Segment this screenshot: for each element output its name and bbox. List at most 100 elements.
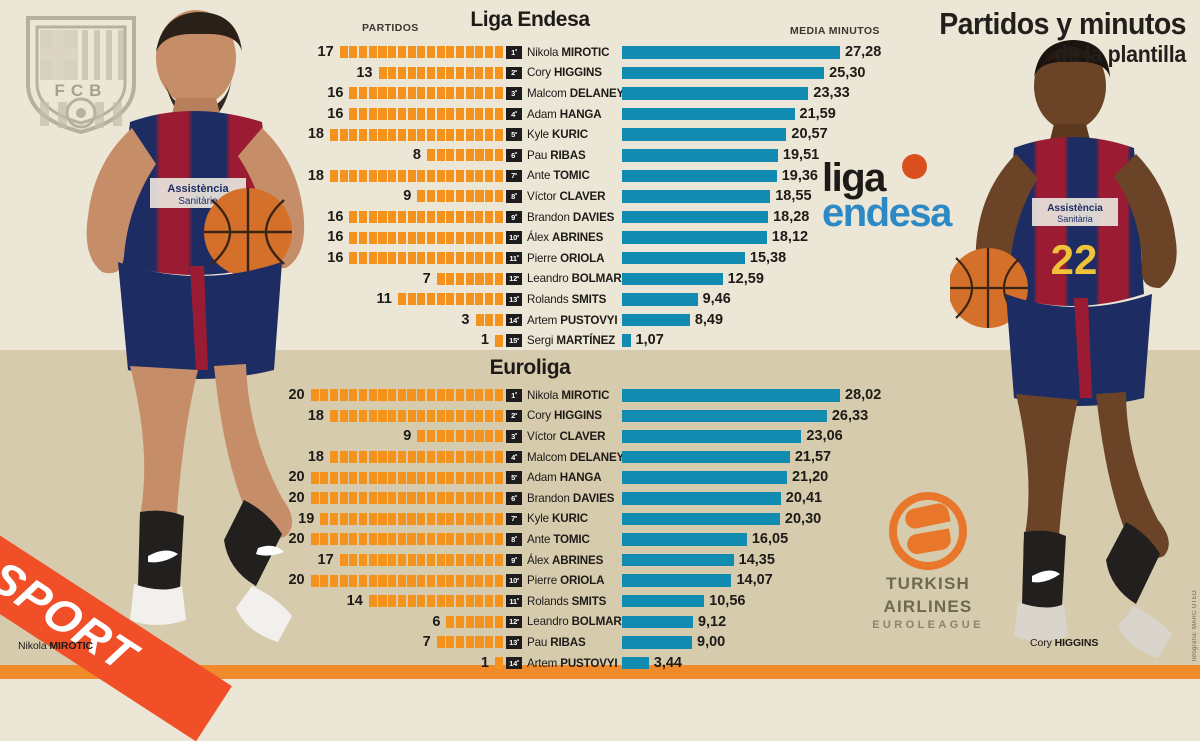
- player-first-name: Adam: [527, 107, 560, 121]
- games-bar-segment: [475, 87, 484, 100]
- games-bar-segment: [465, 636, 474, 649]
- games-bar-segment: [465, 512, 474, 525]
- page-title: Partidos y minutos de la plantilla: [856, 8, 1186, 66]
- games-bar-segment: [436, 492, 445, 505]
- player-first-name: Cory: [527, 409, 554, 423]
- games-bar-segment: [494, 334, 503, 347]
- games-bar-segment: [465, 595, 474, 608]
- games-bar-segment: [455, 595, 465, 608]
- games-bar-segment: [485, 409, 494, 422]
- games-bar-segment: [485, 190, 494, 203]
- games-bar-segment: [349, 554, 358, 567]
- games-bar-segment: [485, 149, 494, 162]
- table-row: 14 11 º Rolands SMITS 10,56: [0, 591, 1200, 612]
- games-bar-segment: [455, 409, 465, 422]
- games-count-value: 7: [422, 634, 431, 651]
- games-bar-segment: [446, 389, 455, 402]
- games-count-value: 13: [356, 64, 373, 81]
- games-bar-segment: [426, 492, 435, 505]
- games-bar-segment: [494, 595, 503, 608]
- games-bar: [330, 409, 503, 422]
- games-bar-segment: [484, 533, 494, 546]
- basketball-icon: [902, 154, 927, 179]
- minutes-bar: [622, 128, 787, 141]
- table-row: 18 4 º Malcom DELANEY 21,57: [0, 447, 1200, 468]
- games-bar-segment: [417, 169, 426, 182]
- games-bar-segment: [446, 595, 455, 608]
- games-bar-segment: [388, 554, 397, 567]
- games-bar-segment: [417, 451, 426, 464]
- games-bar-segment: [485, 615, 494, 628]
- games-bar-segment: [378, 128, 387, 141]
- games-bar: [349, 252, 503, 265]
- turkish-airlines-euroleague-logo: TURKISH AIRLINES EUROLEAGUE: [848, 492, 1008, 631]
- games-bar-segment: [475, 66, 484, 79]
- games-bar-segment: [368, 128, 377, 141]
- minutes-value: 21,20: [791, 469, 829, 486]
- games-bar-segment: [485, 66, 494, 79]
- games-count-value: 16: [327, 208, 344, 225]
- games-bar-segment: [475, 636, 484, 649]
- minutes-value: 16,05: [751, 531, 789, 548]
- games-bar-segment: [494, 409, 503, 422]
- player-first-name: Álex: [527, 231, 553, 245]
- liga-endesa-logo: liga endesa: [822, 154, 992, 255]
- games-bar-segment: [475, 211, 484, 224]
- games-bar-segment: [329, 512, 339, 525]
- games-bar-segment: [349, 211, 358, 224]
- games-bar-segment: [407, 451, 416, 464]
- games-bar: [330, 451, 503, 464]
- games-bar-segment: [407, 128, 416, 141]
- minutes-value: 21,57: [794, 448, 832, 465]
- minutes-value: 25,30: [829, 64, 866, 81]
- player-name: Nikola MIROTIC: [527, 46, 609, 59]
- games-bar-segment: [494, 190, 503, 203]
- games-bar-segment: [397, 512, 406, 525]
- turkish-airlines-line-1: TURKISH: [886, 574, 970, 593]
- minutes-bar: [622, 190, 771, 203]
- games-bar-segment: [320, 533, 329, 546]
- games-bar-segment: [436, 87, 445, 100]
- games-bar-segment: [407, 533, 416, 546]
- table-row: 20 10 º Pierre ORIOLA 14,07: [0, 570, 1200, 591]
- games-bar-segment: [465, 574, 474, 587]
- player-last-name: ABRINES: [552, 553, 604, 567]
- games-bar-segment: [494, 657, 503, 670]
- minutes-value: 20,30: [784, 510, 822, 527]
- games-bar-segment: [368, 492, 377, 505]
- minutes-bar: [622, 430, 802, 443]
- games-bar-segment: [436, 46, 445, 59]
- minutes-value: 8,49: [694, 311, 724, 328]
- chart-rows-liga-endesa: 17 1 º Nikola MIROTIC 27,28 13 2 º Cory HIGGINS 2…: [0, 42, 1200, 351]
- games-bar-segment: [417, 128, 426, 141]
- player-first-name: Malcom: [527, 86, 570, 100]
- minutes-bar: [622, 636, 693, 649]
- player-first-name: Artem: [527, 313, 561, 327]
- chart-liga-endesa: Liga Endesa 17 1 º Nikola MIROTIC 27,28 13 2 º C…: [0, 0, 1200, 350]
- rank-badge: 11 º: [506, 251, 522, 265]
- player-last-name: KURIC: [552, 128, 588, 142]
- minutes-value: 9,00: [697, 634, 726, 651]
- player-first-name: Pau: [527, 635, 551, 649]
- games-bar-segment: [494, 451, 503, 464]
- games-bar-segment: [388, 409, 397, 422]
- minutes-value: 18,12: [771, 229, 809, 246]
- player-name: Rolands SMITS: [527, 595, 606, 608]
- games-count-value: 3: [461, 311, 470, 328]
- games-bar-segment: [397, 293, 406, 306]
- games-bar-segment: [436, 293, 445, 306]
- table-row: 17 9 º Álex ABRINES 14,35: [0, 550, 1200, 571]
- games-bar: [494, 657, 503, 670]
- games-count-value: 1: [480, 332, 489, 349]
- games-bar-segment: [446, 430, 455, 443]
- games-bar-segment: [397, 108, 406, 121]
- games-bar-segment: [455, 389, 464, 402]
- games-bar-segment: [359, 533, 368, 546]
- games-bar-segment: [368, 512, 377, 525]
- games-bar-segment: [446, 451, 455, 464]
- games-bar-segment: [329, 492, 339, 505]
- games-bar-segment: [485, 46, 494, 59]
